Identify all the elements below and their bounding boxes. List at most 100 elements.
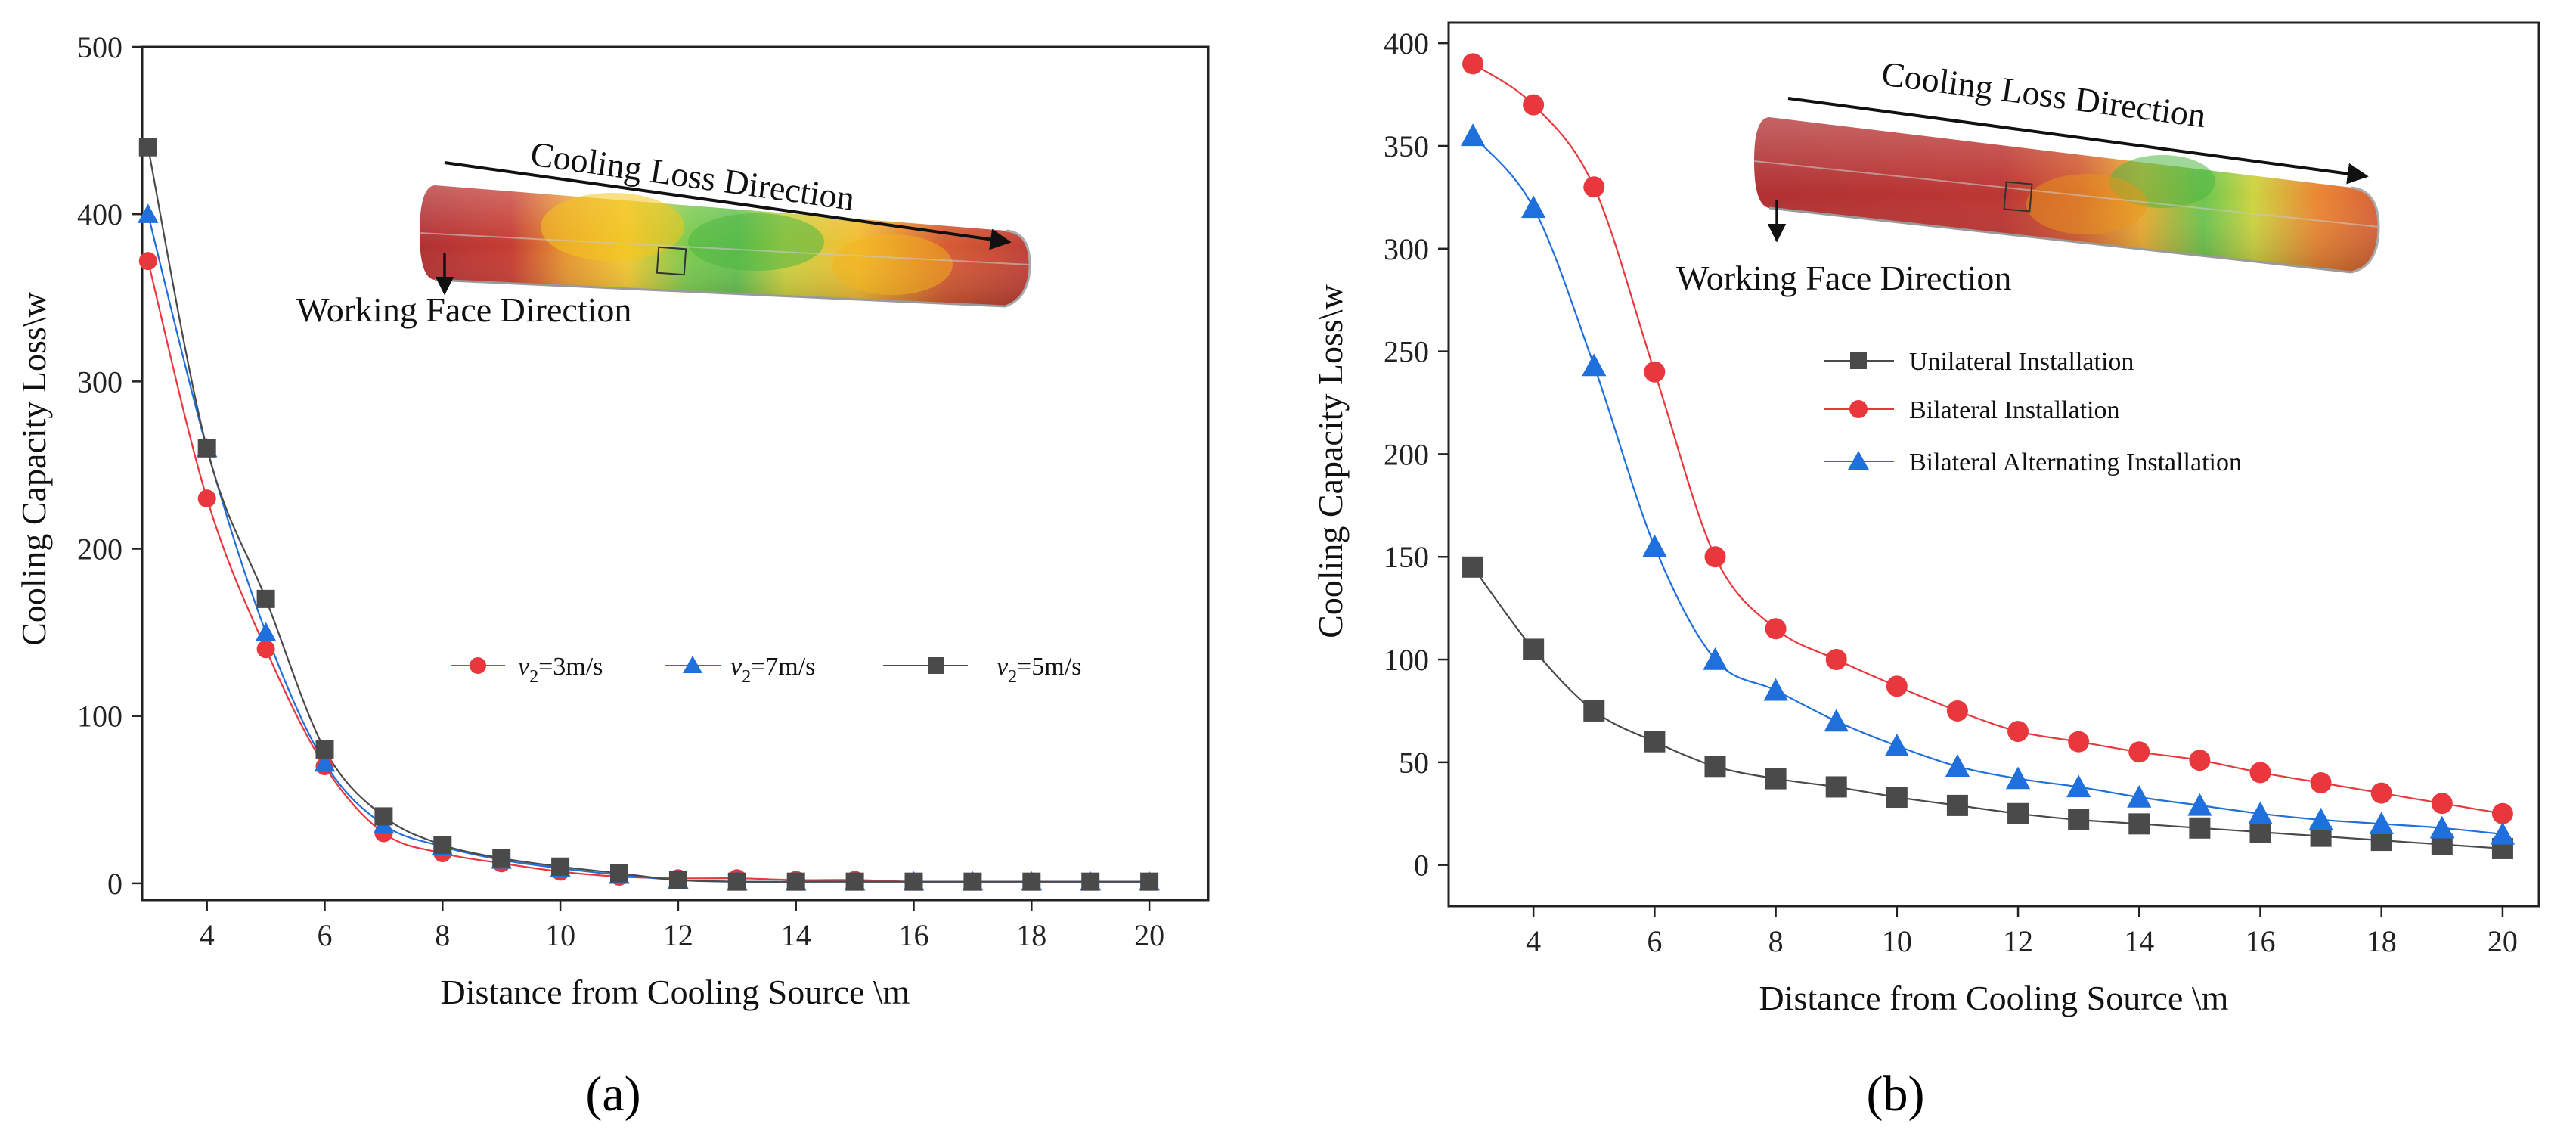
chart-b-point-s3-14 (2127, 784, 2152, 808)
chart-b-point-s2-9 (1825, 649, 1847, 671)
chart-a-ytick-label: 300 (77, 365, 122, 399)
chart-a-series-line-3 (147, 147, 1150, 883)
chart-a-point-s3-12 (668, 871, 687, 889)
chart-b-point-s1-10 (1886, 787, 1908, 809)
chart-b-xtick-label: 20 (2488, 924, 2518, 958)
legend-a-item-3: v2=5m/s (883, 653, 1081, 687)
legend-a-2-v: v (730, 653, 742, 681)
legend-b-item-2: Bilateral Installation (1824, 396, 2120, 424)
chart-b-ytick-label: 250 (1384, 335, 1429, 369)
chart-b-point-s3-18 (2369, 812, 2394, 835)
chart-b-point-s2-19 (2431, 793, 2453, 815)
legend-a-3-sub: 2 (1008, 667, 1017, 687)
chart-b-xtick-label: 6 (1647, 924, 1662, 958)
chart-b-point-s1-7 (1704, 756, 1726, 778)
svg-text:v2=7m/s: v2=7m/s (730, 653, 815, 687)
chart-b-point-s2-3 (1462, 53, 1484, 75)
chart-b-point-s3-4 (1521, 195, 1546, 219)
chart-a-point-s1-3 (138, 252, 157, 271)
chart-b-point-s2-20 (2491, 802, 2513, 824)
chart-a-point-s3-5 (256, 589, 275, 608)
chart-b-xtick-label: 8 (1768, 924, 1784, 958)
chart-a-ytick-label: 500 (77, 30, 122, 64)
chart-b-point-s2-5 (1583, 176, 1605, 198)
chart-b-point-s1-6 (1644, 731, 1666, 753)
chart-a-xtick-label: 6 (317, 918, 332, 952)
chart-a-xlabel: Distance from Cooling Source \m (441, 973, 910, 1011)
chart-b-point-s2-12 (2007, 721, 2029, 743)
chart-b-point-s2-7 (1704, 546, 1726, 568)
chart-b-point-s2-14 (2128, 741, 2150, 763)
chart-b-ytick-label: 350 (1384, 129, 1429, 163)
chart-b-ytick-label: 150 (1384, 540, 1429, 574)
legend-a-1-v: v (518, 653, 530, 681)
chart-b-point-s3-9 (1824, 709, 1849, 732)
chart-b-tunnel-illustration (1753, 117, 2380, 274)
chart-a-point-s2-5 (255, 622, 277, 641)
chart-b-point-s1-11 (1946, 794, 1968, 816)
chart-a-xtick-label: 4 (200, 918, 215, 952)
chart-b-ytick-label: 0 (1414, 849, 1429, 883)
chart-b-panel-label: (b) (1867, 1066, 1925, 1122)
chart-b-point-s1-12 (2007, 802, 2029, 824)
chart-b-cooling-loss-arrow (1787, 97, 2369, 185)
chart-a-point-s3-15 (845, 872, 864, 891)
chart-b-point-s1-13 (2068, 809, 2090, 830)
chart-b-point-s3-15 (2187, 793, 2212, 816)
chart-b-legend: Unilateral Installation Bilateral Instal… (1824, 348, 2242, 476)
chart-b-point-s2-4 (1523, 94, 1545, 116)
chart-b-point-s3-7 (1703, 647, 1728, 670)
chart-a-xtick-label: 14 (781, 918, 811, 952)
chart-b-ytick-label: 400 (1384, 26, 1429, 61)
chart-b-point-s1-5 (1583, 700, 1605, 722)
chart-b-point-s3-12 (2005, 766, 2031, 790)
chart-a-point-s3-10 (551, 857, 570, 876)
chart-b-working-face-label: Working Face Direction (1676, 259, 2011, 297)
chart-a-point-s3-3 (138, 138, 157, 157)
chart-b-series-line-1 (1472, 566, 2503, 849)
chart-a-ytick-label: 100 (77, 700, 122, 734)
chart-a-xtick-label: 12 (663, 918, 693, 952)
chart-a-frame (141, 45, 1210, 902)
chart-a-xtick-label: 20 (1134, 918, 1164, 952)
chart-b-point-s2-15 (2189, 750, 2211, 771)
chart-b-ytick-label: 200 (1384, 437, 1429, 471)
chart-a-point-s3-18 (1022, 872, 1041, 891)
chart-a-point-s3-11 (609, 864, 628, 883)
chart-b-series (1460, 53, 2516, 859)
chart-b-point-s3-19 (2429, 815, 2454, 839)
chart-a-point-s1-5 (256, 640, 275, 659)
chart-a-point-s3-17 (963, 872, 982, 891)
chart-a-point-s2-6 (314, 752, 336, 772)
chart-b-point-s1-4 (1523, 638, 1545, 660)
chart-b-frame (1447, 21, 2540, 908)
chart-b-point-s2-18 (2370, 782, 2392, 804)
chart-b-point-s3-10 (1884, 734, 1909, 756)
chart-b-point-s2-17 (2310, 772, 2332, 794)
chart-b-cooling-loss-label: Cooling Loss Direction (1880, 54, 2209, 135)
legend-a-item-2: v2=7m/s (665, 653, 815, 687)
chart-a-working-face-label: Working Face Direction (296, 290, 631, 329)
chart-b-point-s1-15 (2189, 817, 2211, 839)
chart-b-xtick-label: 10 (1882, 924, 1912, 958)
chart-b-ylabel: Cooling Capacity Loss\w (1311, 284, 1350, 638)
legend-a-marker-3 (928, 657, 944, 674)
chart-a-point-s1-4 (197, 489, 216, 508)
chart-b-point-s1-16 (2249, 821, 2271, 843)
legend-a-marker-1 (470, 657, 486, 674)
chart-b-point-s3-13 (2066, 774, 2091, 798)
chart-b: 4 6 8 10 12 14 16 18 20050100150200250300350400 … (1311, 21, 2540, 1122)
chart-b-xtick-label: 18 (2367, 924, 2397, 958)
chart-a-xtick-label: 10 (545, 918, 575, 952)
chart-b-xtick-label: 12 (2003, 924, 2033, 958)
legend-a-marker-2 (683, 656, 702, 673)
chart-a-ytick-label: 400 (77, 197, 122, 231)
chart-b-xtick-label: 14 (2124, 924, 2154, 958)
chart-a-point-s3-4 (197, 439, 216, 458)
chart-a-xtick-label: 16 (898, 918, 928, 952)
chart-a-point-s2-3 (137, 203, 159, 223)
chart-a-tunnel-illustration (419, 185, 1031, 308)
chart-b-point-s3-3 (1460, 123, 1486, 147)
chart-a-ylabel: Cooling Capacity Loss\w (14, 291, 53, 645)
